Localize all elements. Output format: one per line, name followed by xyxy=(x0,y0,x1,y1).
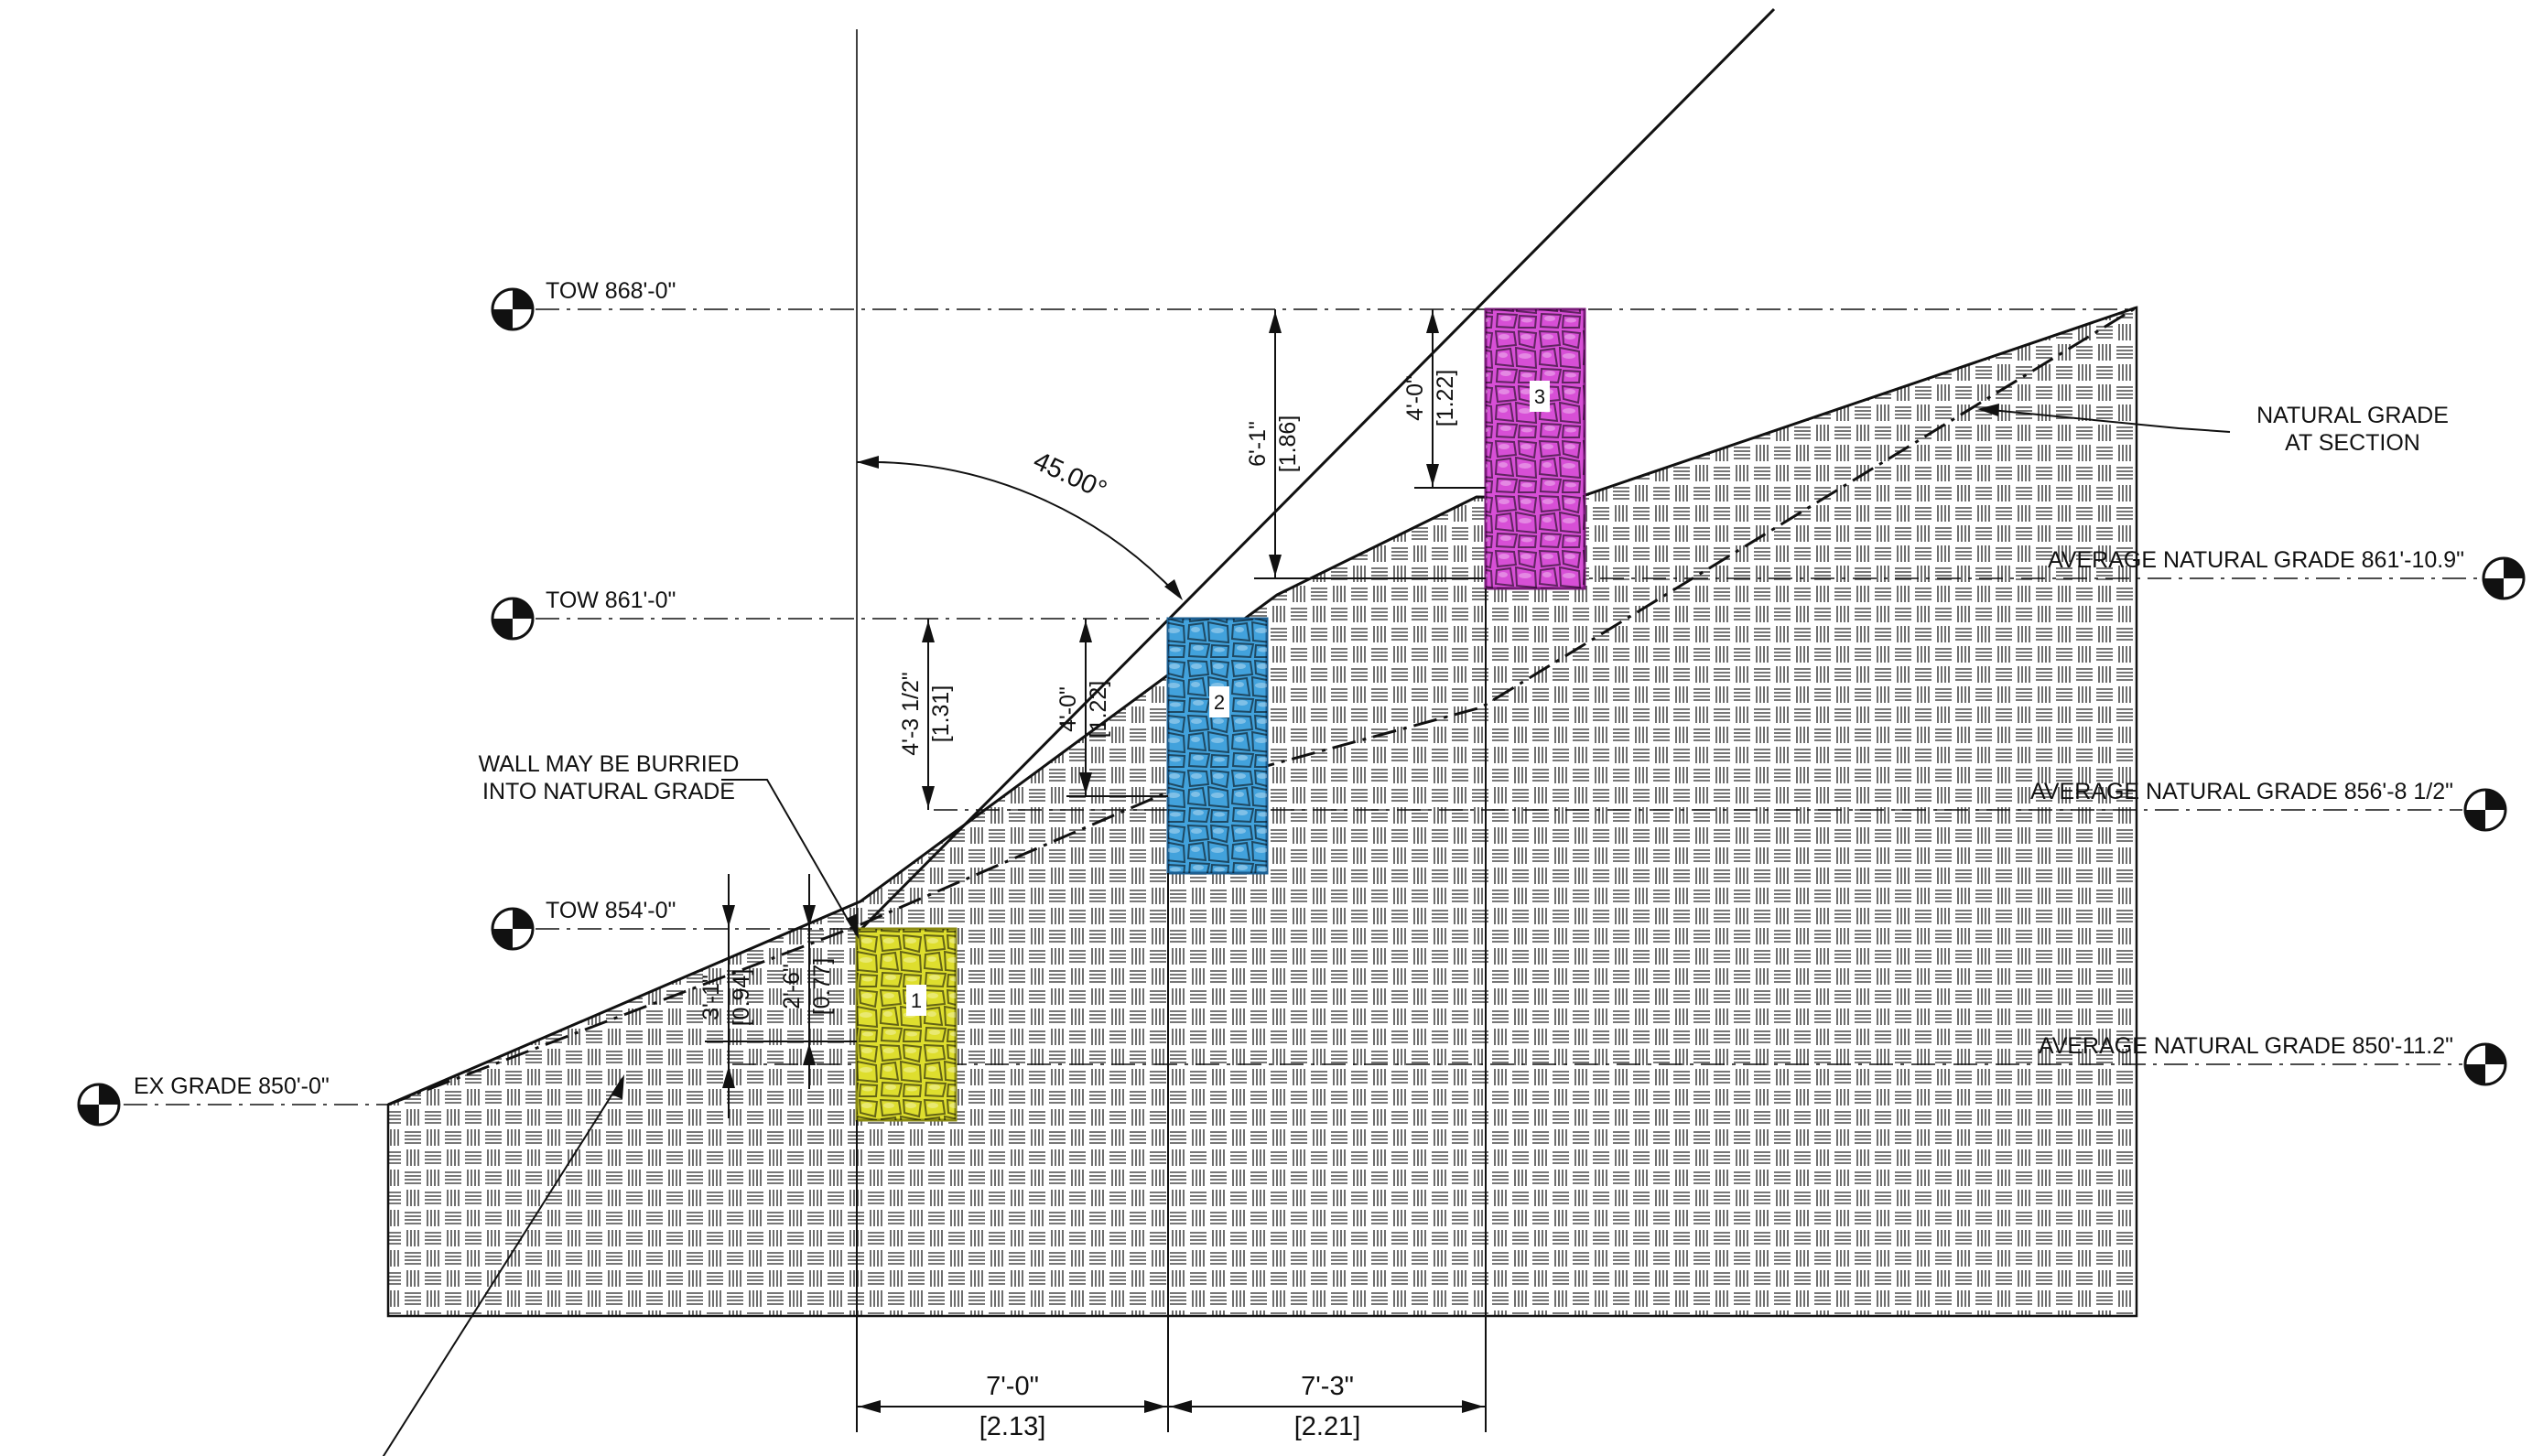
dim-7-3-ft: 7'-3" xyxy=(1301,1372,1354,1401)
elevation-marker-icon xyxy=(77,1083,121,1127)
dim-arrowhead xyxy=(1269,311,1282,333)
dim-arrowhead xyxy=(722,1066,735,1088)
tow-861-label: TOW 861'-0" xyxy=(546,588,676,613)
arc-arrowhead xyxy=(1164,579,1183,600)
avg-grade-lower-label: AVERAGE NATURAL GRADE 850'-11.2" xyxy=(2039,1033,2453,1059)
dim-3-1-m: [0.94] xyxy=(729,969,754,1027)
dim-7-3-m: [2.21] xyxy=(1294,1412,1361,1441)
natural-grade-note-line1: NATURAL GRADE xyxy=(2256,403,2449,428)
leader-arrowhead xyxy=(1977,404,1999,416)
wall-2-number: 2 xyxy=(1214,691,1225,714)
dim-2-6-m: [0.77] xyxy=(809,958,835,1016)
dim-arrowhead xyxy=(1144,1400,1166,1413)
dim-arrowhead xyxy=(922,786,935,808)
ex-grade-label: EX GRADE 850'-0" xyxy=(134,1073,330,1099)
earth-top-line xyxy=(387,306,2137,1106)
dim-arrowhead xyxy=(1426,311,1439,333)
leader-arrowhead xyxy=(846,913,859,939)
elevation-marker-icon xyxy=(491,597,535,641)
natural-grade-line xyxy=(387,306,2137,1106)
wall-2: 2 xyxy=(1166,617,1269,875)
dim-arrowhead xyxy=(803,905,816,927)
elevation-marker-icon xyxy=(491,287,535,331)
dim-arrowhead xyxy=(1170,1400,1192,1413)
avg-grade-middle-label: AVERAGE NATURAL GRADE 856'-8 1/2" xyxy=(2030,779,2453,804)
tow-854-label: TOW 854'-0" xyxy=(546,898,676,923)
dim-4-3-1-2-m: [1.31] xyxy=(928,685,954,743)
wall-1-number: 1 xyxy=(911,989,922,1012)
dim-4-0-w3-m: [1.22] xyxy=(1433,370,1458,427)
dim-arrowhead xyxy=(1269,555,1282,577)
angle-arc xyxy=(856,460,1180,598)
dim-2-6-ft: 2'-6" xyxy=(779,964,805,1009)
dim-7-0-m: [2.13] xyxy=(979,1412,1046,1441)
arc-arrowhead xyxy=(857,456,879,469)
wall-3: 3 xyxy=(1484,307,1586,590)
dim-6-1-m: [1.86] xyxy=(1275,415,1301,473)
tow-868-label: TOW 868'-0" xyxy=(546,278,676,304)
wall-1: 1 xyxy=(855,927,958,1122)
dim-3-1-ft: 3'-1" xyxy=(698,975,724,1020)
dim-arrowhead xyxy=(1462,1400,1484,1413)
dim-4-3-1-2-ft: 4'-3 1/2" xyxy=(898,672,924,755)
elevation-marker-icon xyxy=(2482,556,2526,600)
dim-arrowhead xyxy=(1079,772,1092,794)
elevation-marker-icon xyxy=(491,907,535,951)
elevation-marker-icon xyxy=(2463,1042,2507,1086)
section-cut-leader xyxy=(382,1077,623,1456)
buried-note-line1: WALL MAY BE BURRIED xyxy=(479,751,740,777)
dim-arrowhead xyxy=(1426,464,1439,486)
dim-4-0-w3-ft: 4'-0" xyxy=(1402,375,1428,421)
angle-label: 45.00° xyxy=(1029,447,1111,506)
dim-arrowhead xyxy=(803,1043,816,1065)
dim-7-0-ft: 7'-0" xyxy=(986,1372,1039,1401)
buried-note-line2: INTO NATURAL GRADE xyxy=(482,779,735,804)
natural-grade-leader xyxy=(1981,408,2231,433)
natural-grade-note-line2: AT SECTION xyxy=(2285,430,2420,456)
forty-five-degree-line xyxy=(859,7,1776,932)
dim-6-1-ft: 6'-1" xyxy=(1245,421,1271,467)
avg-grade-upper-label: AVERAGE NATURAL GRADE 861'-10.9" xyxy=(2048,547,2464,573)
dim-arrowhead xyxy=(722,905,735,927)
dim-arrowhead xyxy=(1079,620,1092,642)
buried-note-leader xyxy=(721,779,858,936)
elevation-marker-icon xyxy=(2463,788,2507,832)
dim-4-0-w2-ft: 4'-0" xyxy=(1055,686,1081,732)
dim-arrowhead xyxy=(859,1400,881,1413)
wall-3-number: 3 xyxy=(1534,385,1545,408)
leader-arrowhead xyxy=(611,1074,624,1099)
dim-4-0-w2-m: [1.22] xyxy=(1086,681,1111,739)
dim-arrowhead xyxy=(922,620,935,642)
